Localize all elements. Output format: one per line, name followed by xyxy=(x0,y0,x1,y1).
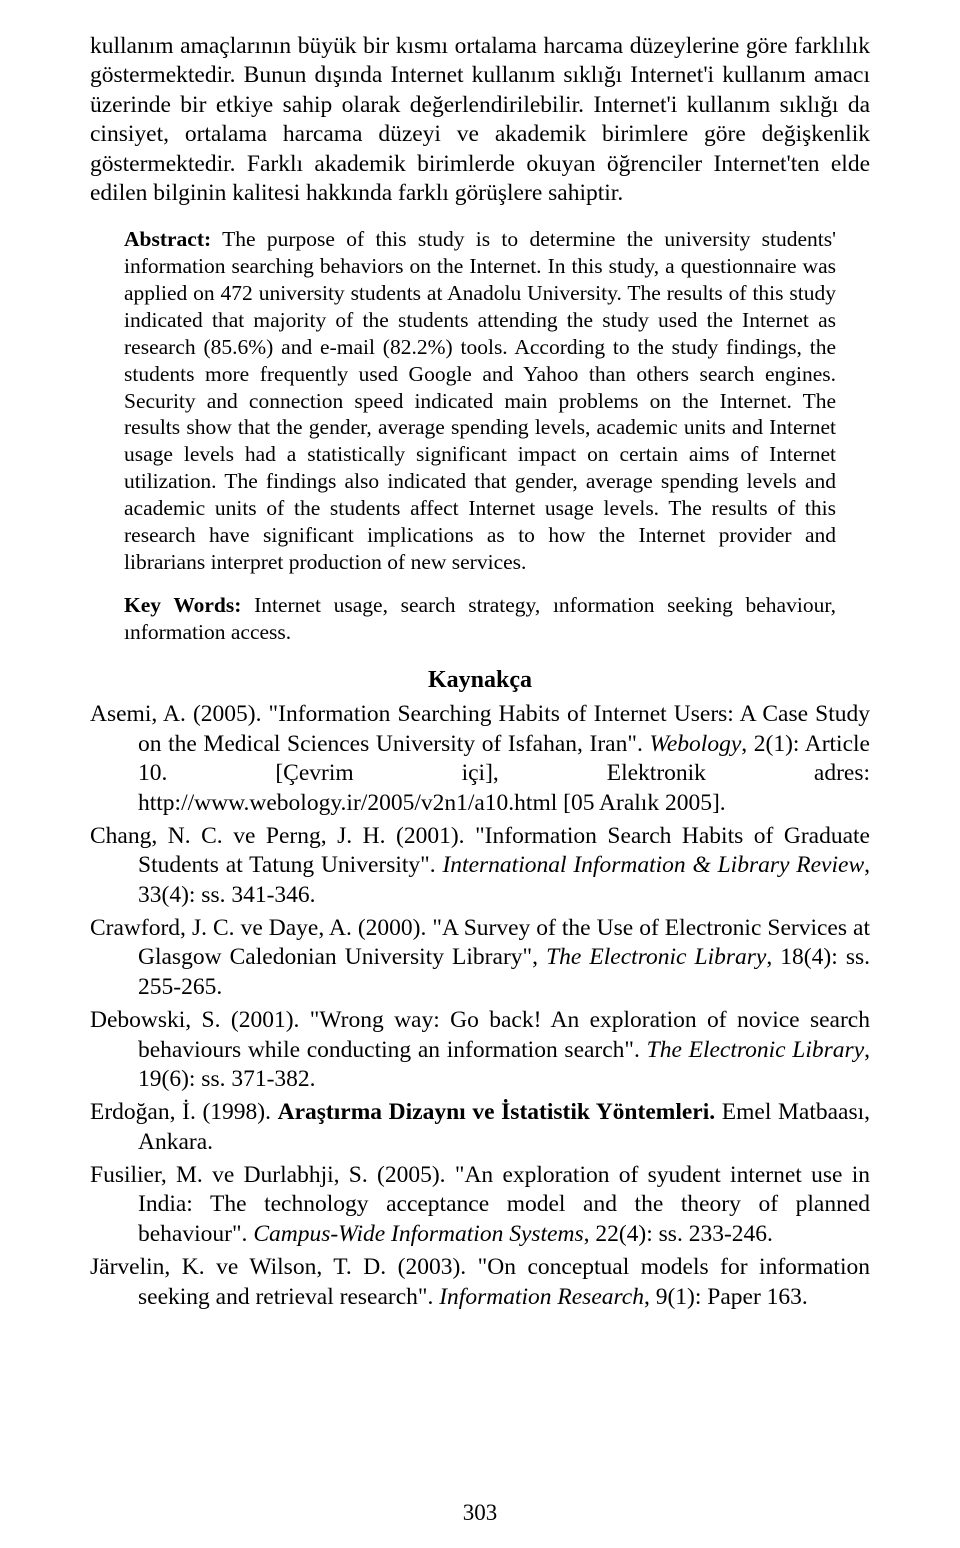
ref-italic: The Electronic Library xyxy=(546,944,766,970)
abstract: Abstract: The purpose of this study is t… xyxy=(90,226,870,575)
ref-italic: Information Research xyxy=(439,1284,644,1310)
page-number: 303 xyxy=(0,1500,960,1526)
reference-item: Erdoğan, İ. (1998). Araştırma Dizaynı ve… xyxy=(90,1098,870,1157)
reference-item: Debowski, S. (2001). "Wrong way: Go back… xyxy=(90,1006,870,1094)
reference-item: Chang, N. C. ve Perng, J. H. (2001). "In… xyxy=(90,822,870,910)
ref-post: , 9(1): Paper 163. xyxy=(644,1284,808,1310)
ref-italic: International Information & Library Revi… xyxy=(442,852,864,878)
reference-item: Järvelin, K. ve Wilson, T. D. (2003). "O… xyxy=(90,1253,870,1312)
abstract-text: The purpose of this study is to determin… xyxy=(124,227,836,574)
ref-italic: The Electronic Library xyxy=(647,1037,865,1063)
abstract-lead: Abstract: xyxy=(124,227,211,251)
ref-post: , 22(4): ss. 233-246. xyxy=(584,1221,773,1247)
ref-italic: Webology xyxy=(649,731,741,757)
page: kullanım amaçlarının büyük bir kısmı ort… xyxy=(0,0,960,1548)
keywords: Key Words: Internet usage, search strate… xyxy=(90,592,870,646)
ref-bold: Araştırma Dizaynı ve İstatistik Yöntemle… xyxy=(278,1099,716,1125)
body-paragraph: kullanım amaçlarının büyük bir kısmı ort… xyxy=(90,32,870,208)
ref-italic: Campus-Wide Information Systems xyxy=(253,1221,583,1247)
bibliography-heading: Kaynakça xyxy=(90,667,870,694)
reference-item: Crawford, J. C. ve Daye, A. (2000). "A S… xyxy=(90,914,870,1002)
reference-item: Asemi, A. (2005). "Information Searching… xyxy=(90,700,870,818)
reference-item: Fusilier, M. ve Durlabhji, S. (2005). "A… xyxy=(90,1161,870,1249)
keywords-lead: Key Words: xyxy=(124,593,241,617)
ref-pre: Erdoğan, İ. (1998). xyxy=(90,1099,278,1125)
